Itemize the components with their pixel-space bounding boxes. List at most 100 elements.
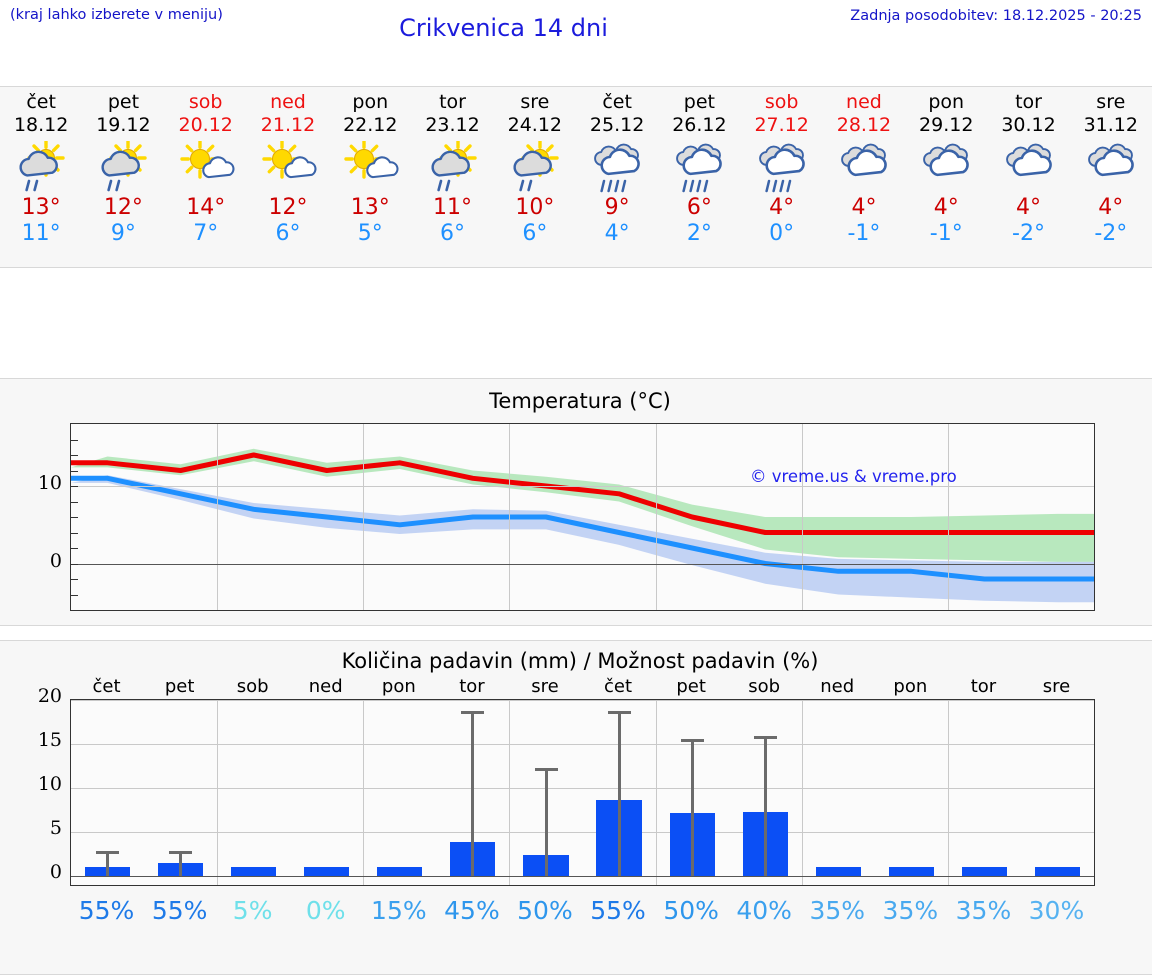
precipitation-probability: 35% — [809, 896, 866, 925]
precipitation-bar[interactable] — [815, 867, 861, 877]
menu-hint-text: (kraj lahko izberete v meniju) — [10, 7, 223, 23]
day-date: 22.12 — [343, 114, 398, 136]
precipitation-bar[interactable] — [377, 867, 423, 877]
temperature-axis-tick — [71, 501, 78, 503]
day-name: sob — [764, 91, 799, 113]
day-date: 21.12 — [260, 114, 316, 136]
day-temp-max: 12° — [103, 195, 143, 220]
day-temp-max: 13° — [350, 195, 390, 220]
sun-cloud-light-rain-icon — [0, 139, 82, 194]
day-column-0[interactable]: čet 18.12 13° 11° — [0, 87, 82, 267]
cloudy-icon — [823, 139, 905, 194]
day-column-10[interactable]: ned 28.12 4° -1° — [823, 87, 905, 267]
day-date: 20.12 — [178, 114, 233, 136]
day-name: pet — [683, 91, 715, 113]
day-temp-max: 4° — [851, 195, 877, 220]
day-column-2[interactable]: sob 20.12 14° 7° — [165, 87, 247, 267]
day-date: 18.12 — [13, 114, 69, 136]
day-column-12[interactable]: tor 30.12 4° -2° — [987, 87, 1069, 267]
temperature-axis-tick — [71, 532, 78, 534]
day-name: tor — [439, 91, 466, 113]
cloudy-icon — [905, 139, 987, 194]
copyright-text: © vreme.us & vreme.pro — [750, 467, 957, 486]
day-temp-max: 4° — [933, 195, 959, 220]
day-name: pon — [352, 91, 389, 113]
day-temp-max: 13° — [21, 195, 61, 220]
precipitation-probability: 55% — [151, 896, 208, 925]
day-column-9[interactable]: sob 27.12 4° 0° — [741, 87, 823, 267]
temperature-gridline-v — [947, 424, 949, 610]
precipitation-day-label: ned — [308, 676, 343, 697]
day-date: 28.12 — [836, 114, 892, 136]
temperature-axis-tick — [71, 486, 78, 487]
day-temp-min: 6° — [440, 221, 466, 246]
day-date: 19.12 — [96, 114, 151, 136]
day-column-8[interactable]: pet 26.12 6° 2° — [658, 87, 740, 267]
day-temp-min: 11° — [21, 221, 61, 246]
temperature-axis-tick — [71, 517, 78, 518]
precipitation-gridline-v — [217, 700, 219, 885]
precipitation-gridline-v — [947, 700, 949, 885]
day-date: 31.12 — [1083, 114, 1138, 136]
day-column-7[interactable]: čet 25.12 9° 4° — [576, 87, 658, 267]
temperature-chart-title: Temperatura (°C) — [489, 389, 671, 413]
precipitation-day-label: tor — [459, 676, 485, 697]
temperature-y-label: 10 — [37, 472, 62, 494]
day-temp-max: 4° — [1016, 195, 1042, 220]
sun-cloud-light-rain-icon — [82, 139, 164, 194]
precipitation-day-label: pet — [676, 676, 706, 697]
precipitation-chart-title: Količina padavin (mm) / Možnost padavin … — [341, 649, 819, 673]
day-name: sre — [520, 91, 550, 113]
day-column-13[interactable]: sre 31.12 4° -2° — [1070, 87, 1152, 267]
day-temp-min: 7° — [193, 221, 219, 246]
precipitation-gridline-15 — [71, 744, 1094, 745]
precipitation-whisker-cap — [169, 850, 193, 854]
precipitation-whisker — [106, 850, 109, 877]
day-temp-max: 12° — [268, 195, 308, 220]
precipitation-day-label: pon — [381, 676, 416, 697]
temperature-gridline-v — [801, 424, 803, 610]
precipitation-y-label: 0 — [49, 861, 62, 884]
temperature-axis-tick — [71, 579, 78, 580]
day-column-1[interactable]: pet 19.12 12° 9° — [82, 87, 164, 267]
precipitation-probability: 35% — [955, 896, 1012, 925]
day-name: pon — [928, 91, 965, 113]
day-temp-min: 6° — [522, 221, 548, 246]
temperature-plot-area — [68, 423, 1097, 611]
precipitation-probability: 50% — [517, 896, 573, 925]
temperature-series-svg — [68, 448, 1097, 603]
day-column-3[interactable]: ned 21.12 12° 6° — [247, 87, 329, 267]
precipitation-day-label: ned — [820, 676, 855, 697]
day-column-4[interactable]: pon 22.12 13° 5° — [329, 87, 411, 267]
precipitation-bar[interactable] — [961, 867, 1007, 877]
temperature-gridline-10 — [71, 486, 1094, 487]
precipitation-probability: 5% — [232, 896, 273, 925]
precipitation-gridline-20 — [71, 700, 1094, 701]
precipitation-day-label: sre — [531, 676, 559, 697]
precipitation-bar[interactable] — [888, 867, 934, 877]
precipitation-bar[interactable] — [304, 867, 350, 877]
day-temp-max: 4° — [1098, 195, 1124, 220]
precipitation-whisker — [471, 710, 475, 877]
temperature-axis-tick — [71, 439, 78, 441]
day-temp-max: 4° — [769, 195, 795, 220]
precipitation-bar[interactable] — [231, 867, 277, 877]
precipitation-day-label: tor — [970, 676, 997, 697]
temperature-gridline-v — [655, 424, 657, 610]
precipitation-gridline-5 — [71, 832, 1094, 834]
day-date: 30.12 — [1001, 114, 1056, 136]
precipitation-whisker-cap — [607, 710, 631, 714]
day-date: 24.12 — [507, 114, 563, 136]
temperature-axis-tick — [71, 470, 78, 472]
precipitation-bar[interactable] — [1034, 867, 1081, 877]
day-column-6[interactable]: sre 24.12 10° 6° — [494, 87, 576, 267]
day-temp-max: 14° — [186, 195, 226, 220]
day-column-11[interactable]: pon 29.12 4° -1° — [905, 87, 987, 267]
cloud-rain-icon — [576, 139, 658, 194]
day-column-5[interactable]: tor 23.12 11° 6° — [411, 87, 493, 267]
precipitation-probability: 40% — [736, 896, 792, 925]
precipitation-day-label: čet — [92, 676, 121, 697]
temperature-axis-tick — [71, 548, 78, 549]
day-name: tor — [1015, 91, 1042, 113]
